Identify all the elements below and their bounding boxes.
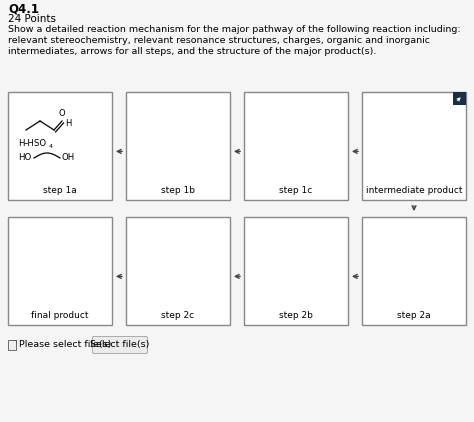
Bar — [362, 217, 466, 325]
Bar — [8, 340, 16, 350]
Text: –HSO: –HSO — [24, 140, 47, 149]
Text: Please select file(s): Please select file(s) — [19, 341, 111, 349]
Text: 4: 4 — [49, 144, 53, 149]
Bar — [8, 217, 112, 325]
Bar — [126, 92, 230, 200]
Text: step 1c: step 1c — [279, 186, 313, 195]
Text: intermediate product: intermediate product — [366, 186, 462, 195]
FancyBboxPatch shape — [92, 336, 147, 354]
Text: Q4.1: Q4.1 — [8, 2, 39, 15]
Text: HO: HO — [18, 154, 31, 162]
Text: step 2a: step 2a — [397, 311, 431, 320]
Text: step 1a: step 1a — [43, 186, 77, 195]
Text: step 2c: step 2c — [162, 311, 194, 320]
Text: H: H — [18, 140, 25, 149]
Bar — [362, 92, 466, 200]
Text: O: O — [59, 109, 65, 118]
Text: OH: OH — [62, 154, 75, 162]
Bar — [244, 92, 348, 200]
Text: step 2b: step 2b — [279, 311, 313, 320]
Text: Select file(s): Select file(s) — [91, 341, 150, 349]
Text: final product: final product — [31, 311, 89, 320]
Bar — [8, 92, 112, 200]
Text: H: H — [65, 119, 72, 127]
Bar — [244, 217, 348, 325]
Text: 24 Points: 24 Points — [8, 14, 56, 24]
Text: step 1b: step 1b — [161, 186, 195, 195]
Bar — [126, 217, 230, 325]
Bar — [453, 92, 466, 105]
Text: relevant stereochemistry, relevant resonance structures, charges, organic and in: relevant stereochemistry, relevant reson… — [8, 36, 430, 45]
Text: intermediates, arrows for all steps, and the structure of the major product(s).: intermediates, arrows for all steps, and… — [8, 47, 376, 56]
Text: Show a detailed reaction mechanism for the major pathway of the following reacti: Show a detailed reaction mechanism for t… — [8, 25, 461, 34]
